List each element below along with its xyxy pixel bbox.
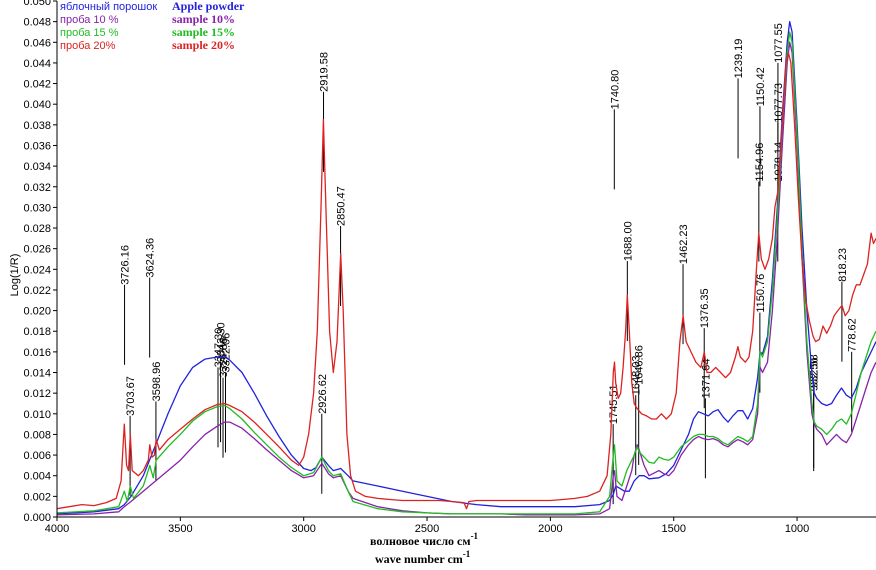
- peak-label: 1150.42: [755, 67, 767, 106]
- legend-ru-15: проба 15 %: [60, 27, 119, 39]
- peak-label: 1371.64: [700, 359, 712, 399]
- legend-en-15: sample 15%: [172, 25, 235, 39]
- peak-label: 1740.80: [609, 70, 621, 110]
- series-line: [56, 20, 876, 515]
- y-tick-label: 0.044: [23, 58, 51, 70]
- y-tick-label: 0.026: [23, 244, 51, 256]
- x-axis-label-en: wave number cm-1: [375, 549, 471, 566]
- y-tick-label: 0.030: [23, 202, 51, 214]
- y-tick-label: 0.050: [23, 0, 51, 8]
- x-tick-label: 4000: [45, 523, 69, 535]
- peak-label: 1150.76: [755, 274, 767, 313]
- y-tick-label: 0.006: [23, 450, 51, 462]
- y-tick-label: 0.020: [23, 306, 51, 318]
- peak-label: 3598.96: [151, 362, 163, 402]
- peak-label: 1462.23: [678, 224, 690, 264]
- legend-en-apple: Apple powder: [172, 0, 245, 13]
- y-tick-label: 0.034: [23, 161, 51, 173]
- peak-label: 1648.03: [631, 355, 643, 395]
- y-tick-label: 0.016: [23, 347, 51, 359]
- peak-label: 1376.35: [699, 288, 711, 328]
- y-tick-label: 0.008: [23, 429, 51, 441]
- y-tick-label: 0.038: [23, 120, 51, 132]
- y-tick-label: 0.046: [23, 37, 51, 49]
- legend-ru-apple: яблочный порошок: [60, 1, 157, 13]
- y-tick-label: 0.018: [23, 326, 51, 338]
- peak-label: 1688.00: [622, 221, 634, 261]
- peak-label: 3624.36: [145, 238, 157, 278]
- peak-label: 2850.47: [336, 186, 348, 226]
- peak-label: 3322.06: [220, 333, 232, 373]
- peak-label: 818.23: [837, 248, 849, 282]
- peak-label-layer: 3726.163703.673624.363598.963347.303343.…: [120, 23, 859, 505]
- y-tick-label: 0.048: [23, 17, 51, 29]
- y-tick-label: 0.002: [23, 491, 51, 503]
- x-axis-label-en-text: wave number cm: [375, 552, 463, 566]
- x-axis-label-ru-sup: -1: [471, 531, 479, 541]
- peak-label: 2926.62: [317, 374, 329, 414]
- x-tick-label: 3000: [291, 523, 315, 535]
- peak-label: 3324.86: [218, 338, 230, 378]
- y-tick-label: 0.032: [23, 182, 51, 194]
- y-tick-label: 0.000: [23, 512, 51, 524]
- x-tick-label: 3500: [168, 523, 192, 535]
- y-axis-label: Log(1/R): [9, 254, 21, 297]
- peak-label: 2919.58: [319, 52, 331, 92]
- axis-layer: 0.000 0.002 0.004 0.006 0.008 0.010 0.012 0.014…: [23, 0, 876, 535]
- peak-label: 3703.67: [125, 376, 137, 416]
- x-axis-label-ru: волновое число см-1: [370, 531, 479, 548]
- x-tick-label: 2000: [538, 523, 562, 535]
- peak-label: 1239.19: [733, 39, 745, 79]
- peak-label: 3343.30: [216, 322, 228, 362]
- legend-en-10: sample 10%: [172, 12, 235, 26]
- x-tick-label: 1500: [661, 523, 685, 535]
- legend-ru-10: проба 10 %: [60, 14, 119, 26]
- legend-en-20: sample 20%: [172, 38, 235, 52]
- x-tick-label: 2500: [415, 523, 439, 535]
- y-tick-label: 0.010: [23, 409, 51, 421]
- plot-area: [57, 1, 876, 517]
- peak-label: 1745.51: [608, 384, 620, 424]
- series-layer: [56, 20, 876, 516]
- peak-label: 1646.86: [634, 345, 646, 385]
- peak-label: 778.62: [847, 318, 859, 352]
- y-tick-label: 0.022: [23, 285, 51, 297]
- legend: яблочный порошок Apple powder проба 10 %…: [60, 0, 245, 52]
- y-tick-label: 0.028: [23, 223, 51, 235]
- y-tick-label: 0.042: [23, 79, 51, 91]
- peak-label: 3726.16: [120, 245, 132, 285]
- x-tick-label: 1000: [785, 523, 809, 535]
- series-line: [56, 31, 876, 515]
- series-line: [56, 51, 876, 510]
- legend-ru-20: проба 20%: [60, 40, 116, 52]
- y-tick-label: 0.040: [23, 99, 51, 111]
- y-tick-label: 0.004: [23, 471, 51, 483]
- y-tick-label: 0.012: [23, 388, 51, 400]
- y-tick-label: 0.024: [23, 264, 51, 276]
- x-axis-label-ru-text: волновое число см: [370, 534, 471, 548]
- x-axis-label-en-sup: -1: [463, 549, 471, 559]
- y-tick-label: 0.014: [23, 368, 51, 380]
- peak-label: 1077.55: [773, 23, 785, 63]
- y-tick-label: 0.036: [23, 140, 51, 152]
